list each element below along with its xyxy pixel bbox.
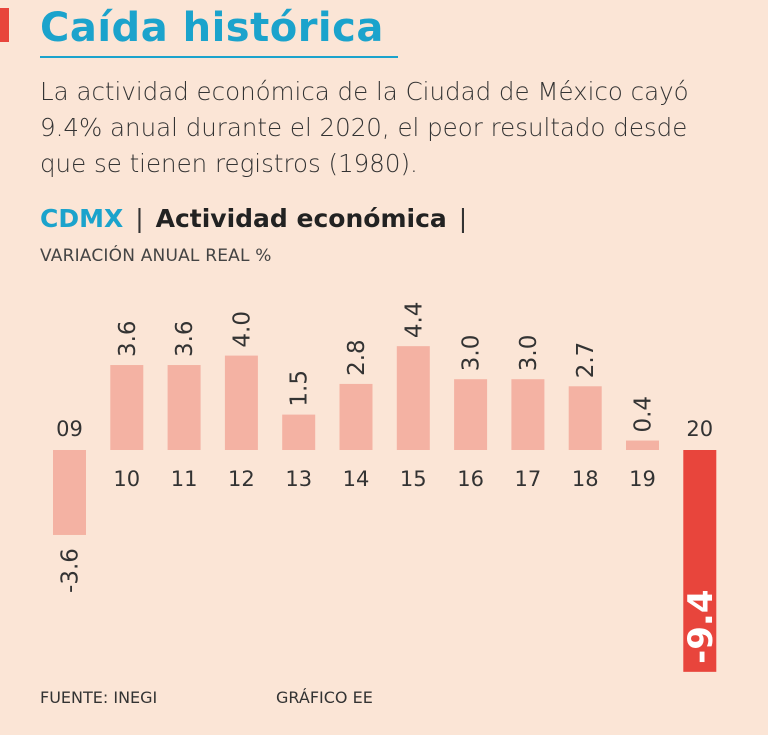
category-label-19: 19 (629, 467, 656, 491)
value-label-11: 3.6 (172, 320, 198, 357)
category-label-13: 13 (285, 467, 312, 491)
category-label-18: 18 (572, 467, 599, 491)
title-underline (40, 56, 398, 58)
value-label-17: 3.0 (516, 335, 542, 372)
chart-heading-separator: | (135, 204, 144, 233)
footer-credit: GRÁFICO EE (276, 688, 373, 707)
category-label-11: 11 (171, 467, 198, 491)
chart-unit-label: VARIACIÓN ANUAL REAL % (40, 246, 272, 266)
category-label-12: 12 (228, 467, 255, 491)
value-label-14: 2.8 (344, 339, 370, 376)
page-title: Caída histórica (40, 5, 384, 51)
value-label-19: 0.4 (631, 396, 657, 433)
chart-heading-separator-end: | (458, 204, 468, 233)
category-label-09: 09 (56, 417, 83, 441)
category-label-16: 16 (457, 467, 484, 491)
bar-14 (339, 383, 373, 450)
value-label-10: 3.6 (115, 320, 141, 357)
bar-19 (626, 440, 659, 450)
bar-09 (53, 450, 86, 535)
category-label-10: 10 (113, 467, 140, 491)
bar-20 (683, 450, 717, 672)
bar-15 (396, 346, 430, 450)
value-label-12: 4.0 (229, 311, 255, 348)
category-label-20: 20 (686, 417, 713, 441)
value-label-16: 3.0 (459, 335, 485, 372)
value-label-20: -9.4 (681, 589, 721, 663)
footer-source: FUENTE: INEGI (40, 688, 158, 707)
value-label-09: -3.6 (58, 548, 84, 593)
bar-11 (167, 365, 201, 450)
title-accent-bar (0, 8, 9, 42)
bar-17 (511, 379, 545, 450)
bar-13 (282, 414, 316, 450)
category-label-17: 17 (515, 467, 542, 491)
chart-heading: CDMX | Actividad económica | (40, 201, 471, 237)
bar-10 (110, 365, 144, 450)
chart-heading-geo: CDMX (40, 204, 124, 233)
chart-heading-name: Actividad económica (155, 204, 447, 233)
value-label-13: 1.5 (287, 370, 313, 407)
bar-12 (224, 355, 258, 450)
value-label-15: 4.4 (401, 302, 427, 339)
value-label-18: 2.7 (573, 342, 599, 379)
bar-16 (454, 379, 488, 450)
bar-18 (568, 386, 602, 450)
page-subtitle: La actividad económica de la Ciudad de M… (40, 77, 689, 178)
category-label-14: 14 (343, 467, 370, 491)
category-label-15: 15 (400, 467, 427, 491)
